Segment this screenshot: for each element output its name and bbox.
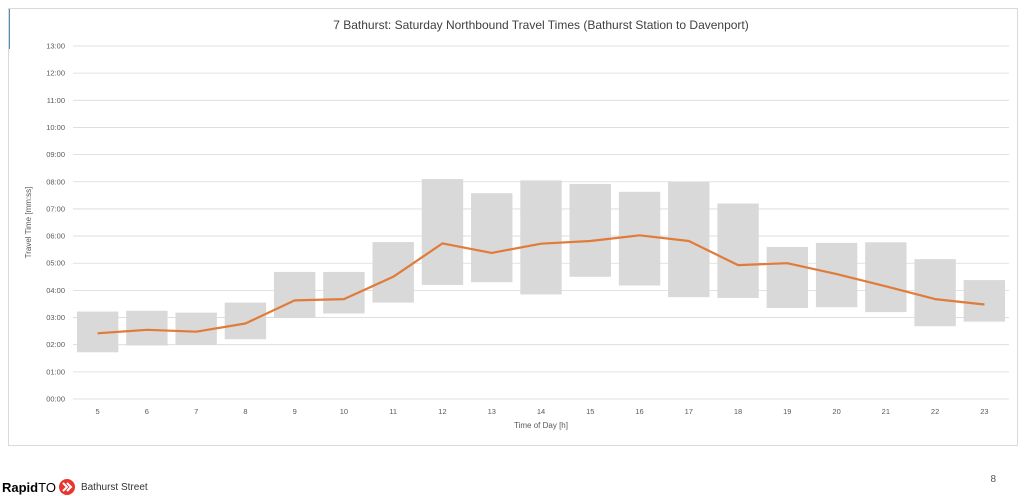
x-tick-label: 21 bbox=[882, 407, 890, 416]
y-tick-label: 07:00 bbox=[46, 204, 65, 213]
y-tick-label: 13:00 bbox=[46, 42, 65, 51]
range-bar bbox=[471, 193, 513, 283]
y-tick-label: 03:00 bbox=[46, 313, 65, 322]
frame-accent bbox=[9, 9, 10, 49]
range-bar bbox=[520, 180, 562, 295]
brand-name-bold: Rapid bbox=[2, 479, 39, 495]
x-tick-layer: 5 6 7 8 9 10 11 12 13 14 15 16 17 18 19 20 21 22 23 bbox=[96, 407, 989, 416]
range-bar bbox=[372, 242, 414, 303]
x-tick-label: 11 bbox=[389, 407, 397, 416]
x-tick-label: 16 bbox=[635, 407, 643, 416]
median-line bbox=[97, 234, 985, 335]
range-bar bbox=[569, 183, 611, 277]
y-tick-label: 00:00 bbox=[46, 395, 65, 404]
x-tick-label: 19 bbox=[783, 407, 791, 416]
x-tick-label: 23 bbox=[980, 407, 988, 416]
chart-title: 7 Bathurst: Saturday Northbound Travel T… bbox=[333, 18, 749, 32]
x-axis-label: Time of Day [h] bbox=[514, 421, 568, 430]
x-tick-label: 12 bbox=[438, 407, 446, 416]
range-bar bbox=[273, 271, 316, 318]
y-tick-label: 06:00 bbox=[46, 232, 65, 241]
bar-layer bbox=[76, 179, 1006, 353]
range-bar bbox=[914, 259, 956, 327]
x-tick-label: 6 bbox=[145, 407, 149, 416]
x-tick-label: 9 bbox=[293, 407, 297, 416]
double-chevron-right-icon bbox=[58, 479, 75, 495]
y-tick-label: 11:00 bbox=[47, 96, 65, 105]
y-tick-layer: 00:00 01:00 02:00 03:00 04:00 05:00 06:00 07:00… bbox=[46, 42, 65, 404]
footer-brand: Rapid TO Bathurst Street bbox=[2, 478, 148, 496]
y-tick-label: 08:00 bbox=[46, 177, 65, 186]
range-bar bbox=[224, 302, 267, 340]
y-axis-label: Travel Time [mm:ss] bbox=[24, 187, 33, 259]
x-tick-label: 13 bbox=[488, 407, 496, 416]
x-tick-label: 18 bbox=[734, 407, 742, 416]
x-tick-label: 8 bbox=[243, 407, 247, 416]
page-number: 8 bbox=[990, 474, 996, 485]
y-tick-label: 09:00 bbox=[46, 150, 65, 159]
y-tick-label: 01:00 bbox=[46, 367, 65, 376]
y-tick-label: 10:00 bbox=[46, 123, 65, 132]
x-tick-label: 14 bbox=[537, 407, 545, 416]
y-tick-label: 12:00 bbox=[46, 69, 65, 78]
x-tick-label: 5 bbox=[96, 407, 100, 416]
x-tick-label: 10 bbox=[340, 407, 348, 416]
chart-frame: 7 Bathurst: Saturday Northbound Travel T… bbox=[8, 8, 1018, 446]
y-tick-label: 04:00 bbox=[46, 286, 65, 295]
y-tick-label: 02:00 bbox=[46, 340, 65, 349]
range-bar bbox=[126, 310, 168, 346]
x-tick-label: 17 bbox=[685, 407, 693, 416]
range-bar bbox=[717, 203, 759, 298]
travel-time-chart: 7 Bathurst: Saturday Northbound Travel T… bbox=[24, 18, 1009, 430]
x-tick-label: 20 bbox=[832, 407, 840, 416]
range-bar bbox=[421, 179, 464, 285]
x-tick-label: 15 bbox=[586, 407, 594, 416]
x-tick-label: 7 bbox=[194, 407, 198, 416]
footer-subtitle: Bathurst Street bbox=[80, 481, 148, 493]
brand-name-light: TO bbox=[38, 479, 56, 495]
range-bar bbox=[963, 280, 1006, 322]
x-tick-label: 22 bbox=[931, 407, 939, 416]
range-bar bbox=[618, 191, 661, 286]
line-layer bbox=[97, 234, 985, 335]
y-tick-label: 05:00 bbox=[46, 259, 65, 268]
range-bar bbox=[865, 242, 907, 313]
range-bar bbox=[766, 246, 809, 309]
